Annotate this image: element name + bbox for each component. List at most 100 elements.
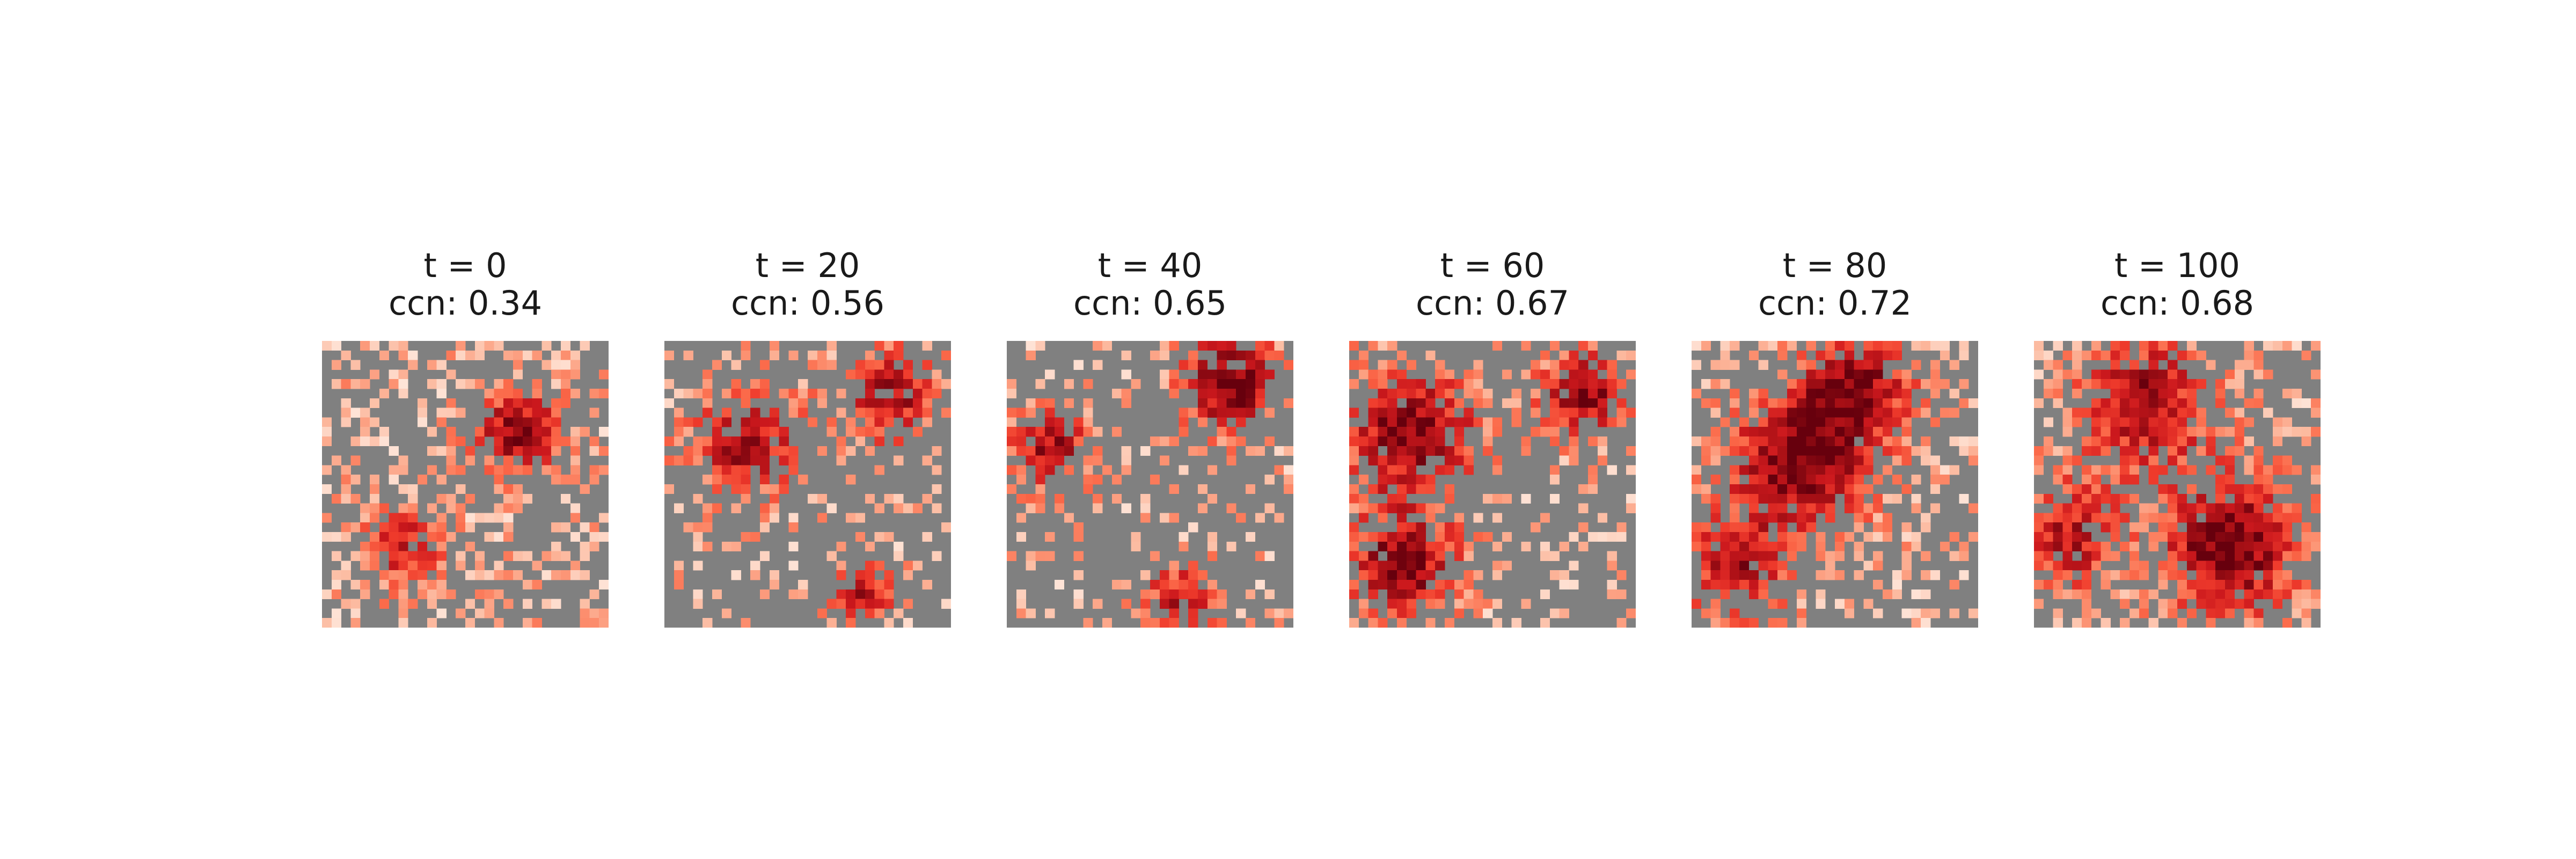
- heatmap-cell: [2110, 350, 2120, 360]
- heatmap-cell: [1368, 427, 1378, 437]
- heatmap-cell: [1531, 389, 1541, 399]
- heatmap-cell: [2177, 465, 2187, 475]
- heatmap-cell: [2148, 389, 2158, 399]
- heatmap-cell: [1492, 618, 1503, 628]
- heatmap-cell: [1777, 436, 1788, 447]
- heatmap-cell: [1787, 407, 1797, 418]
- heatmap-cell: [2091, 541, 2101, 551]
- heatmap-cell: [1777, 417, 1788, 427]
- heatmap-cell: [427, 560, 437, 571]
- heatmap-cell: [664, 398, 675, 408]
- heatmap-cell: [1901, 436, 1912, 447]
- heatmap-cell: [1406, 522, 1416, 533]
- heatmap-cell: [750, 389, 760, 399]
- heatmap-cell: [2034, 398, 2044, 408]
- heatmap-cell: [1768, 599, 1778, 609]
- heatmap-cell: [1016, 589, 1026, 599]
- heatmap-cell: [1720, 570, 1730, 580]
- panel-title: t = 20: [755, 246, 860, 285]
- heatmap-cell: [1873, 551, 1883, 561]
- heatmap-cell: [1626, 493, 1636, 504]
- heatmap-cell: [561, 389, 571, 399]
- heatmap-cell: [1940, 475, 1950, 485]
- heatmap-cell: [322, 417, 332, 427]
- heatmap-cell: [1349, 436, 1359, 447]
- heatmap-cell: [2225, 465, 2235, 475]
- heatmap-cell: [2244, 599, 2254, 609]
- heatmap-cell: [2034, 522, 2044, 533]
- heatmap-cell: [570, 465, 580, 475]
- heatmap-cell: [2082, 484, 2092, 494]
- heatmap-cell: [874, 427, 884, 437]
- heatmap-cell: [760, 475, 770, 485]
- heatmap-cell: [1748, 513, 1759, 523]
- heatmap-cell: [2263, 560, 2273, 571]
- heatmap-cell: [1892, 407, 1902, 418]
- heatmap-cell: [2158, 417, 2168, 427]
- heatmap-cell: [1626, 503, 1636, 513]
- heatmap-cell: [465, 522, 475, 533]
- heatmap-cell: [2263, 522, 2273, 533]
- heatmap-cell: [2186, 541, 2197, 551]
- heatmap-cell: [1626, 369, 1636, 380]
- heatmap-cell: [1748, 484, 1759, 494]
- heatmap-cell: [2225, 551, 2235, 561]
- heatmap-cell: [693, 560, 703, 571]
- heatmap-cell: [1892, 369, 1902, 380]
- heatmap-cell: [2253, 475, 2264, 485]
- heatmap-cell: [1854, 379, 1864, 389]
- heatmap-cell: [702, 618, 713, 628]
- heatmap-cell: [1559, 350, 1569, 360]
- heatmap-cell: [360, 407, 370, 418]
- heatmap-cell: [1188, 522, 1198, 533]
- heatmap-cell: [1217, 341, 1227, 351]
- heatmap-cell: [1111, 389, 1122, 399]
- heatmap-cell: [1854, 417, 1864, 427]
- heatmap-cell: [1901, 522, 1912, 533]
- heatmap-cell: [1768, 570, 1778, 580]
- heatmap-cell: [1796, 455, 1806, 465]
- heatmap-cell: [570, 560, 580, 571]
- heatmap-cell: [2196, 551, 2206, 561]
- heatmap-cell: [1483, 493, 1493, 504]
- heatmap-cell: [1863, 513, 1874, 523]
- heatmap-cell: [1397, 503, 1407, 513]
- heatmap-cell: [1768, 341, 1778, 351]
- heatmap-cell: [1435, 360, 1445, 370]
- heatmap-cell: [1816, 369, 1826, 380]
- heatmap-cell: [712, 360, 722, 370]
- heatmap-cell: [750, 570, 760, 580]
- heatmap-cell: [580, 599, 590, 609]
- heatmap-cell: [2129, 369, 2140, 380]
- heatmap-cell: [456, 513, 466, 523]
- heatmap-cell: [1483, 427, 1493, 437]
- heatmap-cell: [1739, 541, 1750, 551]
- heatmap-cell: [2282, 417, 2292, 427]
- heatmap-cell: [389, 341, 399, 351]
- heatmap-cell: [1454, 541, 1464, 551]
- heatmap-cell: [1768, 503, 1778, 513]
- heatmap-cell: [1597, 455, 1607, 465]
- heatmap-cell: [2072, 369, 2082, 380]
- heatmap-cell: [693, 389, 703, 399]
- heatmap-cell: [418, 560, 428, 571]
- heatmap-cell: [1588, 350, 1598, 360]
- heatmap-cell: [2234, 446, 2244, 456]
- heatmap-cell: [1416, 522, 1426, 533]
- heatmap-cell: [1911, 503, 1921, 513]
- heatmap-cell: [2053, 360, 2063, 370]
- heatmap-cell: [788, 589, 799, 599]
- heatmap-cell: [702, 522, 713, 533]
- heatmap-cell: [1445, 532, 1455, 542]
- heatmap-cell: [798, 580, 808, 590]
- heatmap-cell: [2043, 541, 2053, 551]
- heatmap-cell: [1502, 560, 1512, 571]
- heatmap-cell: [1378, 360, 1388, 370]
- heatmap-cell: [2282, 455, 2292, 465]
- heatmap-cell: [2091, 493, 2101, 504]
- heatmap-cell: [1131, 532, 1141, 542]
- heatmap-cell: [2196, 493, 2206, 504]
- heatmap-cell: [826, 618, 837, 628]
- heatmap-cell: [1825, 446, 1835, 456]
- heatmap-cell: [2139, 513, 2149, 523]
